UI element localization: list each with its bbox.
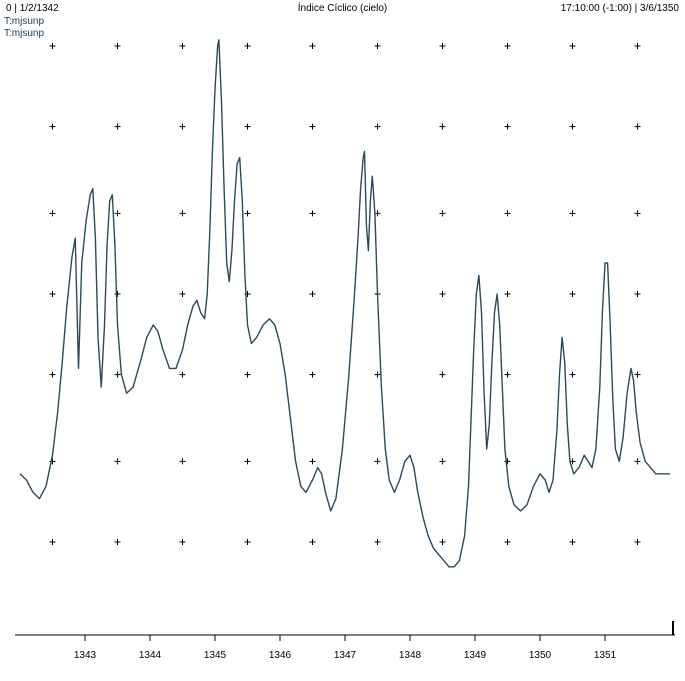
- x-tick-label: 1348: [399, 650, 421, 661]
- grid-markers: [50, 43, 641, 545]
- chart-svg: [0, 0, 685, 681]
- chart-container: 0 | 1/2/1342 Índice Cíclico (cielo) 17:1…: [0, 0, 685, 681]
- x-tick-label: 1350: [529, 650, 551, 661]
- x-tick-label: 1347: [334, 650, 356, 661]
- x-tick-label: 1343: [74, 650, 96, 661]
- x-tick-label: 1344: [139, 650, 161, 661]
- x-tick-label: 1345: [204, 650, 226, 661]
- line-series: [20, 40, 670, 567]
- x-axis: [15, 621, 675, 641]
- x-tick-label: 1346: [269, 650, 291, 661]
- x-tick-label: 1349: [464, 650, 486, 661]
- x-tick-label: 1351: [594, 650, 616, 661]
- series-indice-ciclico: [20, 40, 670, 567]
